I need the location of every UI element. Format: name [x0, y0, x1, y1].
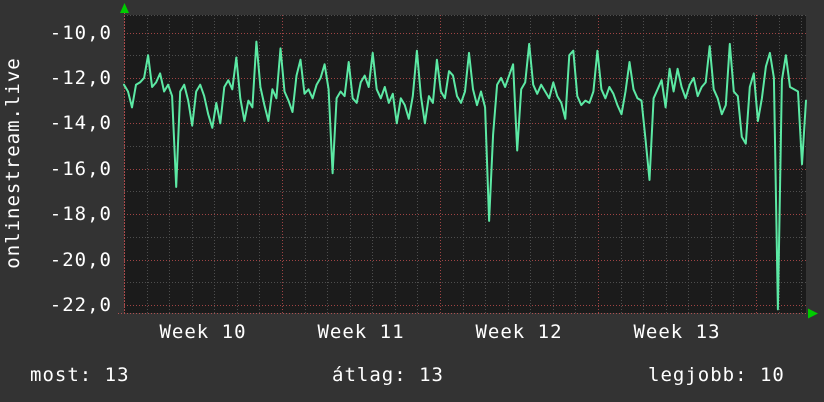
- y-axis-arrow-icon: [120, 3, 129, 13]
- stat-legjobb: legjobb: 10: [648, 364, 785, 386]
- y-tick-label: -20,0: [49, 248, 112, 271]
- stat-most-space: [92, 364, 104, 386]
- week-label: Week 10: [159, 321, 247, 343]
- week-label: Week 13: [633, 321, 721, 343]
- week-label: Week 11: [317, 321, 405, 343]
- stat-atlag-value: 13: [419, 364, 444, 386]
- stat-most-label: most:: [30, 364, 93, 386]
- y-tick-label: -16,0: [49, 157, 112, 180]
- stat-legjobb-value: 10: [759, 364, 785, 386]
- y-tick-label: -14,0: [49, 112, 112, 135]
- data-line: [123, 40, 807, 311]
- stat-atlag-space: [407, 364, 419, 386]
- x-axis-arrow-icon: [808, 308, 818, 319]
- stat-legjobb-space: [748, 364, 760, 386]
- y-tick-label: -18,0: [49, 203, 112, 226]
- plot-area: [124, 15, 806, 313]
- y-tick-label: -10,0: [49, 21, 112, 44]
- y-tick-label: -22,0: [49, 293, 112, 316]
- stat-atlag: átlag: 13: [332, 364, 444, 386]
- y-tick-label: -12,0: [49, 66, 112, 89]
- stat-most: most: 13: [30, 364, 130, 386]
- stat-atlag-label: átlag:: [332, 364, 407, 386]
- stat-most-value: 13: [104, 364, 130, 386]
- stat-legjobb-label: legjobb:: [648, 364, 748, 386]
- week-label: Week 12: [475, 321, 563, 343]
- left-axis-title: onlinestream.live: [2, 57, 24, 269]
